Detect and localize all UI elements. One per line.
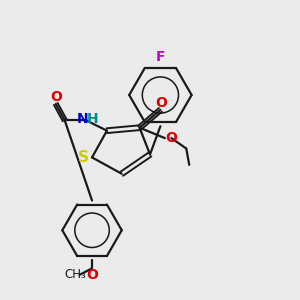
Text: O: O bbox=[155, 96, 167, 110]
Text: N: N bbox=[77, 112, 88, 126]
Text: O: O bbox=[86, 268, 98, 282]
Text: O: O bbox=[50, 90, 62, 104]
Text: H: H bbox=[87, 112, 98, 126]
Text: O: O bbox=[166, 131, 177, 145]
Text: S: S bbox=[78, 150, 89, 165]
Text: CH₃: CH₃ bbox=[65, 268, 87, 281]
Text: F: F bbox=[156, 50, 165, 64]
